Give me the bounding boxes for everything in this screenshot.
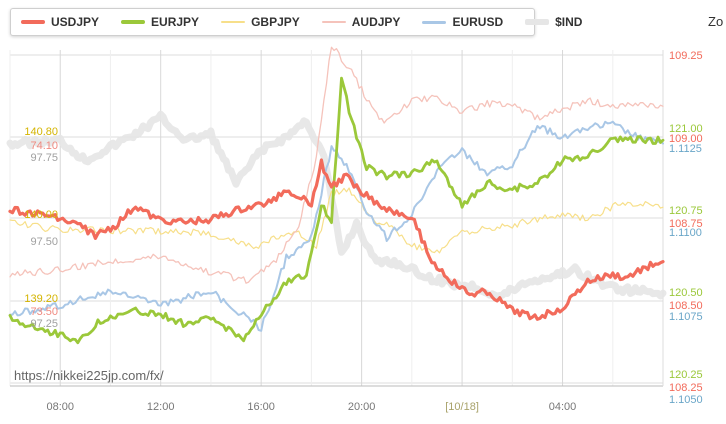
left-axis-label-1-1: 73.50: [30, 306, 58, 318]
right-axis-label-0-0: 109.25: [669, 50, 703, 62]
legend-label-eurjpy: EURJPY: [151, 15, 200, 29]
legend-item-audjpy[interactable]: AUDJPY: [321, 15, 401, 29]
legend-item-usdjpy[interactable]: USDJPY: [21, 15, 99, 29]
right-axis-label-2-3: 1.1050: [669, 394, 703, 406]
right-axis-label-1-1: 120.75: [669, 205, 703, 217]
source-watermark: https://nikkei225jp.com/fx/: [14, 368, 164, 383]
series-line-audjpy: [9, 46, 664, 284]
series-line-eurjpy: [8, 76, 665, 345]
legend-swatch-eurjpy: [121, 20, 146, 24]
series-line-gbpjpy: [9, 187, 664, 254]
right-axis-label-0-4: 108.25: [669, 382, 703, 394]
legend-item-eurjpy[interactable]: EURJPY: [121, 15, 199, 29]
left-axis-label-2-0: 97.75: [30, 152, 58, 164]
x-tick-label-2: 16:00: [247, 401, 275, 413]
x-tick-label-0: 08:00: [46, 401, 74, 413]
x-tick-label-3: 20:00: [348, 401, 376, 413]
legend: USDJPY EURJPY GBPJPY AUDJPY EURUSD $IND: [10, 8, 582, 36]
legend-swatch-audjpy: [321, 21, 346, 23]
left-axis-label-2-1: 97.50: [30, 236, 58, 248]
right-axis-label-1-3: 120.25: [669, 369, 703, 381]
legend-label-usdjpy: USDJPY: [51, 15, 100, 29]
right-axis-label-0-3: 108.50: [669, 300, 703, 312]
legend-item-ind[interactable]: $IND: [525, 15, 582, 29]
legend-swatch-eurusd: [422, 20, 447, 24]
right-axis-label-1-0: 121.00: [669, 123, 703, 135]
left-axis-label-0-1: 140.00: [24, 209, 58, 221]
legend-label-audjpy: AUDJPY: [351, 15, 401, 29]
x-tick-label-1: 12:00: [147, 401, 175, 413]
series-line-ind: [6, 110, 667, 300]
series-line-usdjpy: [8, 158, 665, 321]
left-axis-label-0-2: 139.20: [24, 293, 58, 305]
legend-item-eurusd[interactable]: EURUSD: [422, 15, 503, 29]
right-axis-label-0-2: 108.75: [669, 218, 703, 230]
legend-label-ind: $IND: [555, 15, 583, 29]
right-axis-label-0-1: 109.00: [669, 133, 703, 145]
x-tick-label-4: [10/18]: [445, 401, 479, 413]
legend-label-gbpjpy: GBPJPY: [251, 15, 300, 29]
left-axis-label-2-2: 97.25: [30, 318, 58, 330]
legend-label-eurusd: EURUSD: [452, 15, 504, 29]
legend-item-gbpjpy[interactable]: GBPJPY: [221, 15, 300, 29]
right-axis-label-2-2: 1.1075: [669, 311, 703, 323]
left-axis-label-1-0: 74.10: [30, 140, 58, 152]
right-axis-label-2-0: 1.1125: [669, 143, 702, 155]
left-axis-label-0-0: 140.80: [24, 126, 58, 138]
x-tick-label-5: 04:00: [549, 401, 577, 413]
right-axis-label-2-1: 1.1100: [669, 227, 702, 239]
legend-swatch-gbpjpy: [221, 21, 246, 23]
zoom-label[interactable]: Zo: [708, 14, 724, 29]
legend-swatch-usdjpy: [21, 20, 45, 24]
right-axis-label-1-2: 120.50: [669, 287, 703, 299]
legend-swatch-ind: [525, 19, 550, 25]
